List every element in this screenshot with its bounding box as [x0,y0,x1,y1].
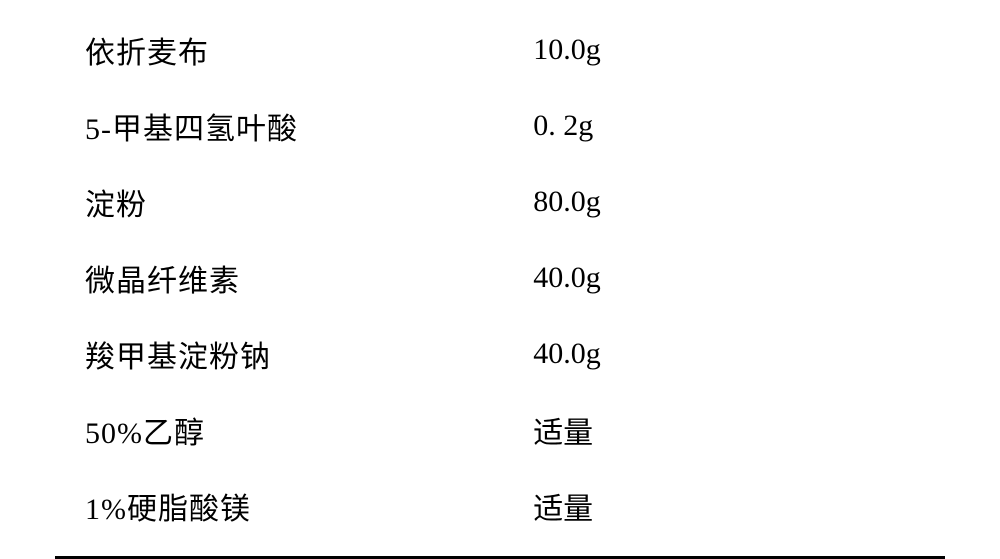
table-row: 微晶纤维素 40.0g [55,240,945,316]
ingredient-value: 适量 [533,484,915,528]
table-row: 5-甲基四氢叶酸 0. 2g [55,88,945,164]
ingredient-table: 依折麦布 10.0g 5-甲基四氢叶酸 0. 2g 淀粉 80.0g 微晶纤维素… [55,0,945,559]
ingredient-label: 50%乙醇 [85,408,533,452]
ingredient-value: 适量 [533,408,915,452]
ingredient-value: 40.0g [533,337,915,371]
ingredient-label: 1%硬脂酸镁 [85,484,533,528]
ingredient-value: 80.0g [533,185,915,219]
ingredient-value: 0. 2g [533,109,915,143]
ingredient-label: 羧甲基淀粉钠 [85,332,533,376]
ingredient-label: 微晶纤维素 [85,256,533,300]
ingredient-value: 40.0g [533,261,915,295]
table-row: 淀粉 80.0g [55,164,945,240]
table-row: 1%硬脂酸镁 适量 [55,468,945,544]
table-row: 50%乙醇 适量 [55,392,945,468]
table-row: 依折麦布 10.0g [55,12,945,88]
ingredient-label: 依折麦布 [85,28,533,72]
ingredient-value: 10.0g [533,33,915,67]
table-row: 羧甲基淀粉钠 40.0g [55,316,945,392]
ingredient-label: 5-甲基四氢叶酸 [85,104,533,148]
ingredient-label: 淀粉 [85,180,533,224]
